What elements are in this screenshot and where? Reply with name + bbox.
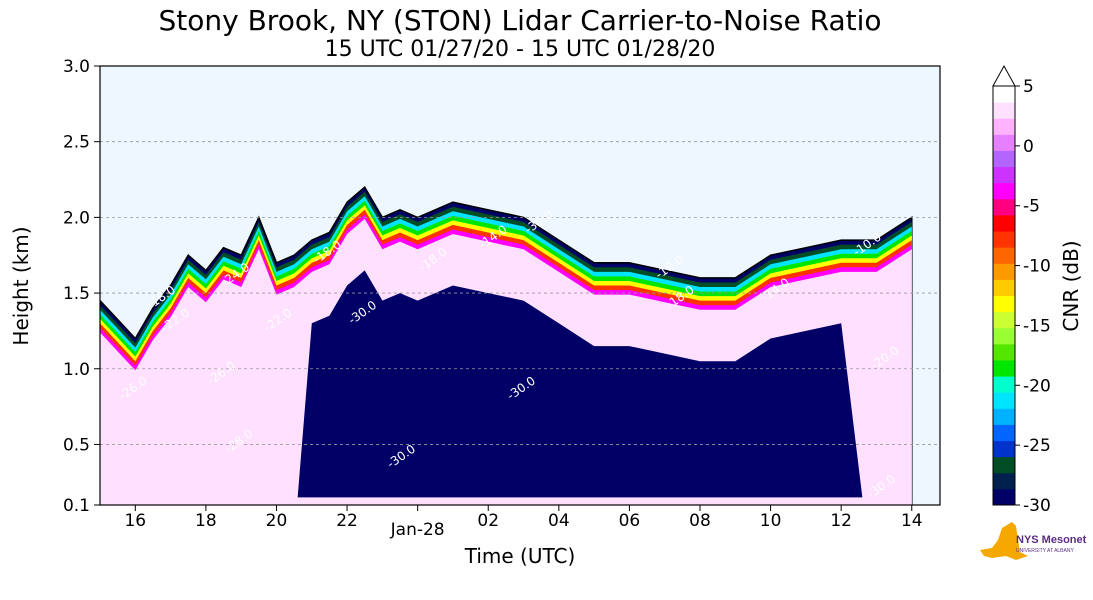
x-axis-ticks: 16 18 20 22 Jan-28 02 04 06 08 10 12 14 [124, 505, 923, 540]
colorbar-frame [992, 85, 1016, 506]
y-tick-label: 2.5 [63, 133, 90, 153]
x-tick-label: 20 [266, 511, 288, 531]
x-tick-label: 08 [689, 511, 711, 531]
colorbar-swatch [993, 311, 1015, 329]
chart-subtitle: 15 UTC 01/27/20 - 15 UTC 01/28/20 [324, 37, 716, 62]
y-axis-ticks: 0.1 0.5 1.0 1.5 2.0 2.5 3.0 [63, 57, 100, 516]
y-tick-label: 1.5 [63, 284, 90, 304]
colorbar-swatch [993, 231, 1015, 248]
plot-frame [99, 65, 941, 506]
colorbar-swatch [993, 102, 1015, 119]
x-tick-label: 06 [619, 511, 641, 531]
colorbar-swatch [993, 214, 1015, 232]
x-tick-label: 18 [195, 511, 217, 531]
logo-subtext: UNIVERSITY AT ALBANY [1016, 548, 1074, 554]
colorbar-swatch [993, 472, 1015, 490]
x-tick-label: Jan-28 [390, 520, 445, 540]
colorbar-swatch [993, 150, 1015, 168]
y-tick-label: 1.0 [63, 360, 90, 380]
colorbar-swatch [993, 359, 1015, 377]
x-tick-label: 02 [477, 511, 499, 531]
colorbar-swatch [993, 279, 1015, 296]
colorbar-tick-label: -25 [1023, 436, 1051, 456]
colorbar-tick-label: 0 [1023, 137, 1034, 157]
x-tick-label: 12 [830, 511, 852, 531]
colorbar-swatch [993, 86, 1015, 103]
cloud-layer [100, 185, 913, 505]
colorbar-swatch [993, 376, 1015, 393]
colorbar-swatch [993, 392, 1015, 409]
low-cloud-region [297, 270, 863, 498]
colorbar-swatch [993, 118, 1015, 135]
colorbar-tick-label: -10 [1023, 257, 1051, 277]
colorbar-swatch [993, 134, 1015, 151]
x-tick-label: 04 [548, 511, 570, 531]
colorbar-tick-label: -30 [1023, 496, 1051, 516]
colorbar-swatch [993, 198, 1015, 216]
x-tick-label: 22 [336, 511, 358, 531]
y-tick-label: 2.0 [63, 208, 90, 228]
colorbar-label: CNR (dB) [1059, 240, 1083, 331]
colorbar-extend-arrow [992, 64, 1016, 87]
ny-state-icon [980, 522, 1028, 560]
colorbar-swatch [993, 408, 1015, 425]
colorbar-swatch [993, 424, 1015, 442]
nys-mesonet-logo: NYS Mesonet UNIVERSITY AT ALBANY [978, 520, 1086, 566]
grid-lines [100, 141, 940, 445]
y-tick-label: 0.5 [63, 435, 90, 455]
colorbar: 5 0 -5 -10 -15 -20 -25 -30 [992, 64, 1051, 516]
colorbar-swatch [993, 247, 1015, 264]
chart-title: Stony Brook, NY (STON) Lidar Carrier-to-… [158, 4, 882, 37]
colorbar-tick-label: -5 [1023, 197, 1040, 217]
colorbar-tick-label: -15 [1023, 316, 1051, 336]
x-tick-label: 14 [901, 511, 923, 531]
x-axis-label: Time (UTC) [464, 544, 576, 568]
colorbar-swatch [993, 456, 1015, 474]
y-tick-label: 3.0 [63, 57, 90, 77]
colorbar-swatch [993, 295, 1015, 313]
colorbar-tick-label: -20 [1023, 376, 1051, 396]
colorbar-swatch [993, 488, 1015, 506]
colorbar-tick-label: 5 [1023, 77, 1034, 97]
y-tick-label: 0.1 [63, 496, 90, 516]
y-axis-label: Height (km) [9, 226, 33, 345]
colorbar-swatch [993, 343, 1015, 361]
colorbar-swatch [993, 327, 1015, 345]
colorbar-swatch [993, 440, 1015, 458]
logo-text: NYS Mesonet [1016, 534, 1087, 546]
x-tick-label: 16 [124, 511, 146, 531]
colorbar-swatch [993, 263, 1015, 280]
x-tick-label: 10 [760, 511, 782, 531]
colorbar-swatch [993, 182, 1015, 200]
colorbar-swatch [993, 166, 1015, 184]
